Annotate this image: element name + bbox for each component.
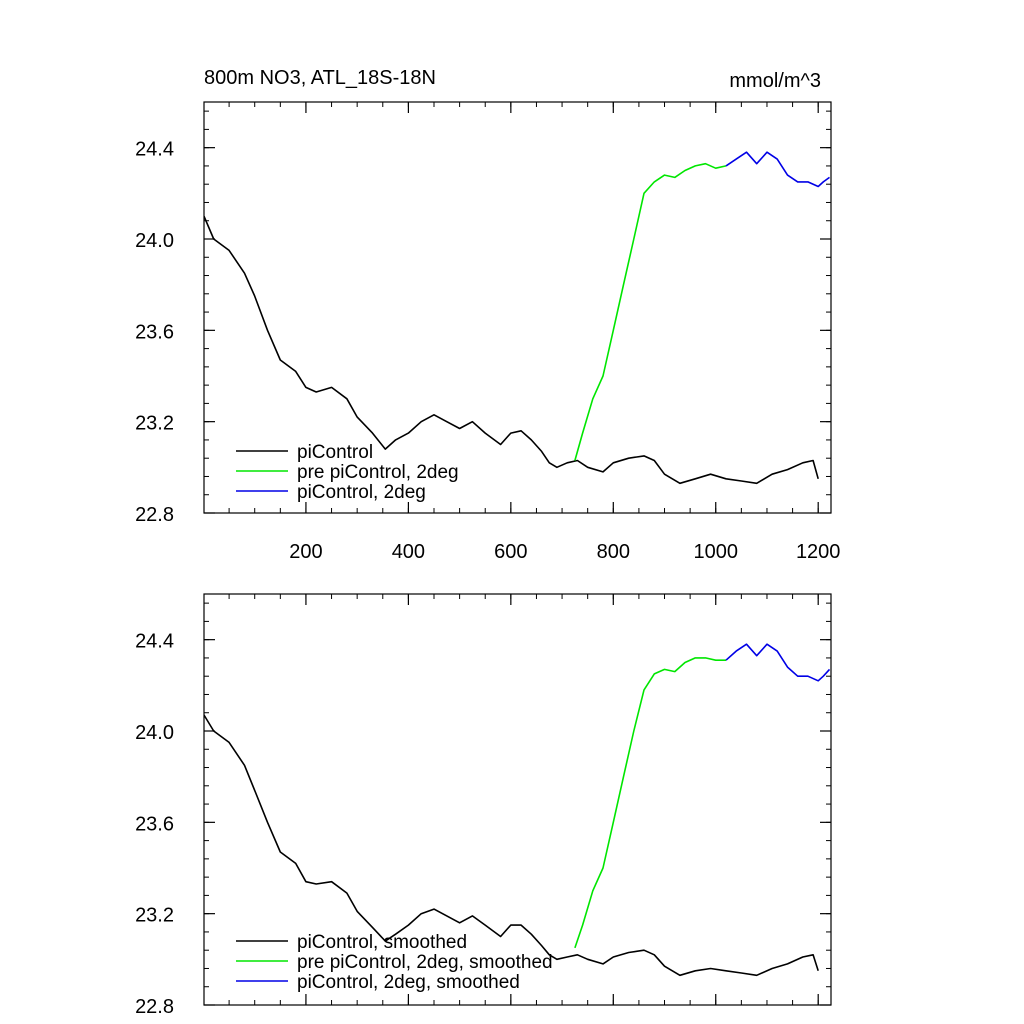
y-tick-label: 23.2 (135, 413, 174, 435)
legend-label: pre piControl, 2deg, smoothed (297, 952, 553, 973)
x-tick-label: 400 (392, 541, 425, 563)
y-tick-label: 24.0 (135, 722, 174, 744)
legend-label: piControl (297, 442, 373, 463)
x-tick-label: 600 (494, 541, 527, 563)
y-tick-label: 22.8 (135, 504, 174, 526)
y-tick-label: 23.2 (135, 905, 174, 927)
series-line-top-0 (204, 215, 819, 485)
chart-units: mmol/m^3 (729, 70, 821, 92)
x-tick-label: 800 (597, 541, 630, 563)
y-tick-label: 23.6 (135, 321, 174, 343)
chart-title: 800m NO3, ATL_18S-18N (204, 67, 436, 89)
y-tick-label: 24.4 (135, 631, 174, 653)
legend-label: pre piControl, 2deg (297, 462, 459, 483)
x-tick-label: 1000 (693, 541, 738, 563)
plot-frame (203, 101, 832, 514)
plot-frame (203, 593, 832, 1006)
top-panel: 22.8 23.2 23.6 24.0 24.4 200 400 600 800 1000 1200… (135, 67, 840, 563)
series-line-top-2 (725, 151, 830, 188)
x-tick-label: 200 (289, 541, 322, 563)
series-line-bottom-0 (204, 714, 819, 977)
series-line-bottom-2 (725, 643, 831, 682)
y-tick-label: 24.0 (135, 230, 174, 252)
y-tick-label: 24.4 (135, 139, 174, 161)
y-tick-label: 23.6 (135, 813, 174, 835)
series-line-top-1 (574, 162, 727, 461)
series-line-bottom-1 (574, 657, 726, 949)
legend-label: piControl, 2deg (297, 482, 426, 503)
y-tick-label: 22.8 (135, 996, 174, 1018)
legend-label: piControl, 2deg, smoothed (297, 972, 520, 993)
legend-label: piControl, smoothed (297, 932, 467, 953)
x-tick-label: 1200 (796, 541, 841, 563)
